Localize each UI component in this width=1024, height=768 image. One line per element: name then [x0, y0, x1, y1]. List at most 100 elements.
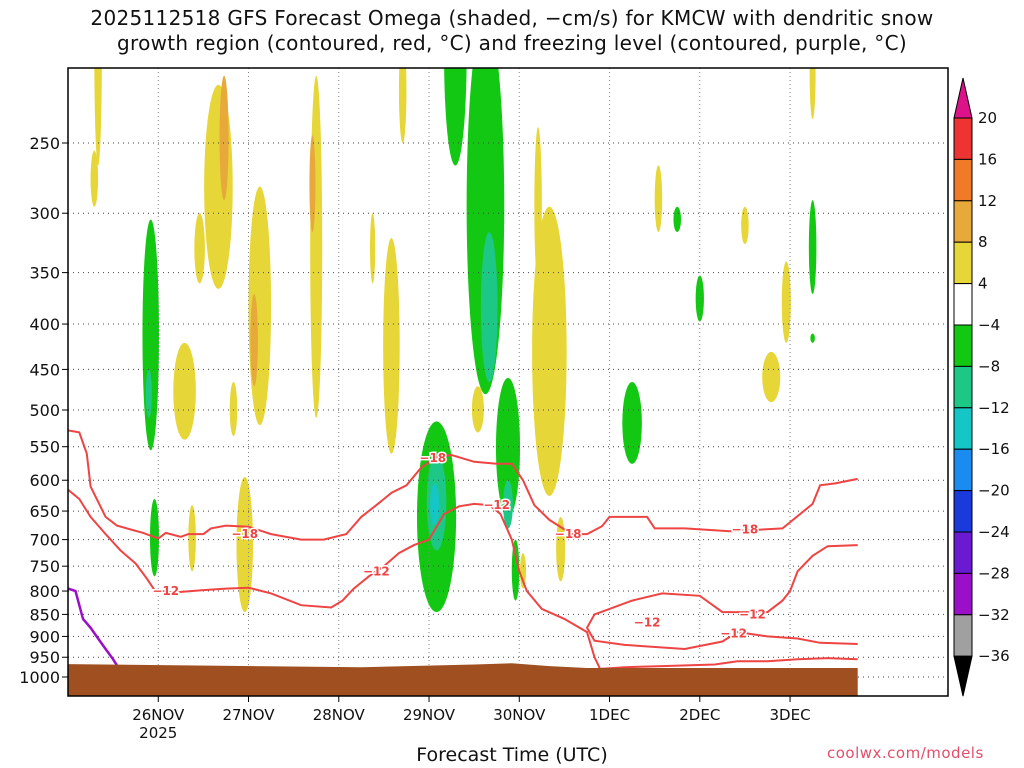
- colorbar-swatch: [953, 117, 973, 160]
- x-tick-label: 2DEC: [679, 706, 720, 724]
- omega-shading: [236, 477, 254, 613]
- colorbar-label: −12: [978, 399, 1010, 417]
- y-tick-label: 750: [29, 557, 60, 576]
- colorbar-label: −32: [978, 606, 1010, 624]
- omega-shading: [781, 261, 791, 343]
- colorbar-swatch: [953, 283, 973, 326]
- omega-shading: [250, 294, 258, 387]
- x-tick-label: 1DEC: [589, 706, 630, 724]
- colorbar-swatch: [953, 200, 973, 243]
- contour-label: −18: [419, 451, 446, 465]
- omega-shading: [809, 68, 816, 120]
- omega-shading: [532, 206, 567, 496]
- omega-shading: [471, 386, 484, 433]
- omega-shading: [369, 213, 376, 284]
- contour-label: −12: [152, 584, 179, 598]
- colorbar-swatch: [953, 158, 973, 202]
- colorbar-top-arrow: [953, 77, 973, 119]
- colorbar-swatch: [953, 241, 973, 285]
- site-credit-link[interactable]: coolwx.com/models: [827, 744, 984, 762]
- y-tick-label: 300: [29, 204, 60, 223]
- y-tick-label: 850: [29, 605, 60, 624]
- y-tick-label: 500: [29, 401, 60, 420]
- plot-frame: [67, 67, 949, 697]
- omega-shading: [383, 238, 400, 454]
- colorbar-label: 4: [978, 275, 988, 293]
- plot-area: −18 −18 −18 −18 −12 −12 −12 −12 −12 −12: [68, 68, 948, 696]
- y-tick-label: 800: [29, 582, 60, 601]
- omega-shading: [173, 342, 196, 440]
- x-tick-label: 30NOV: [493, 706, 546, 724]
- x-axis-title: Forecast Time (UTC): [416, 744, 608, 766]
- x-tick-label: 29NOV: [403, 706, 456, 724]
- colorbar-label: −36: [978, 647, 1010, 665]
- y-tick-label: 600: [29, 471, 60, 490]
- colorbar-swatch: [953, 614, 973, 657]
- colorbar-label: 8: [978, 233, 988, 251]
- colorbar-label: −24: [978, 523, 1010, 541]
- colorbar-swatch: [953, 448, 973, 492]
- y-tick-label: 950: [29, 648, 60, 667]
- omega-shading: [444, 68, 467, 166]
- dgz-contour-line: [68, 488, 603, 674]
- colorbar-label: −20: [978, 482, 1010, 500]
- chart-title-line1: 2025112518 GFS Forecast Omega (shaded, −…: [90, 6, 934, 30]
- contour-label: −18: [732, 523, 759, 537]
- omega-shading: [534, 127, 542, 284]
- colorbar-bottom-arrow: [953, 655, 973, 697]
- omega-shading: [673, 206, 681, 233]
- x-tick-sublabel: 2025: [139, 724, 177, 742]
- chart-title-line2: growth region (contoured, red, °C) and f…: [117, 31, 907, 55]
- colorbar-label: 12: [978, 192, 997, 210]
- contour-label: −12: [483, 498, 510, 512]
- contour-label: −18: [555, 527, 582, 541]
- omega-shading: [398, 68, 407, 143]
- contour-label: −12: [739, 607, 766, 621]
- omega-shading: [430, 483, 440, 526]
- colorbar-swatch: [953, 572, 973, 616]
- contour-label: −18: [231, 527, 258, 541]
- colorbar-swatch: [953, 365, 973, 409]
- dgz-contour-line: [585, 544, 858, 651]
- omega-shading: [695, 275, 704, 322]
- y-tick-label: 900: [29, 627, 60, 646]
- x-tick-label: 26NOV: [132, 706, 185, 724]
- y-tick-label: 550: [29, 438, 60, 457]
- contour-label: −12: [634, 615, 661, 629]
- omega-shading: [310, 75, 323, 418]
- colorbar-label: −4: [978, 316, 1000, 334]
- y-tick-label: 350: [29, 264, 60, 283]
- omega-shading: [762, 351, 781, 403]
- colorbar-label: −28: [978, 564, 1010, 582]
- omega-shading: [556, 516, 566, 582]
- omega-shading: [622, 382, 642, 464]
- terrain-fill: [68, 663, 858, 696]
- omega-shading: [810, 333, 815, 343]
- omega-shading: [142, 219, 160, 451]
- colorbar-label: −16: [978, 440, 1010, 458]
- omega-shading: [194, 213, 205, 284]
- omega-shading: [503, 480, 513, 529]
- x-tick-label: 28NOV: [313, 706, 366, 724]
- dgz-contour-line: [68, 429, 858, 541]
- omega-shading: [309, 135, 316, 233]
- x-tick-label: 3DEC: [770, 706, 811, 724]
- omega-shading: [741, 206, 749, 245]
- omega-shading: [219, 75, 229, 201]
- colorbar-label: 16: [978, 150, 997, 168]
- colorbar-swatch: [953, 490, 973, 533]
- contour-label: −12: [363, 564, 390, 578]
- omega-shading: [188, 505, 196, 572]
- x-tick-label: 27NOV: [222, 706, 275, 724]
- y-tick-label: 400: [29, 315, 60, 334]
- contour-label: −12: [720, 626, 747, 640]
- y-tick-label: 250: [29, 134, 60, 153]
- colorbar-label: 20: [978, 109, 997, 127]
- omega-shading: [495, 377, 521, 517]
- colorbar-swatch: [953, 324, 973, 367]
- y-tick-label: 450: [29, 360, 60, 379]
- omega-shading: [654, 165, 663, 233]
- omega-shading: [511, 539, 520, 601]
- y-tick-label: 1000: [19, 668, 60, 687]
